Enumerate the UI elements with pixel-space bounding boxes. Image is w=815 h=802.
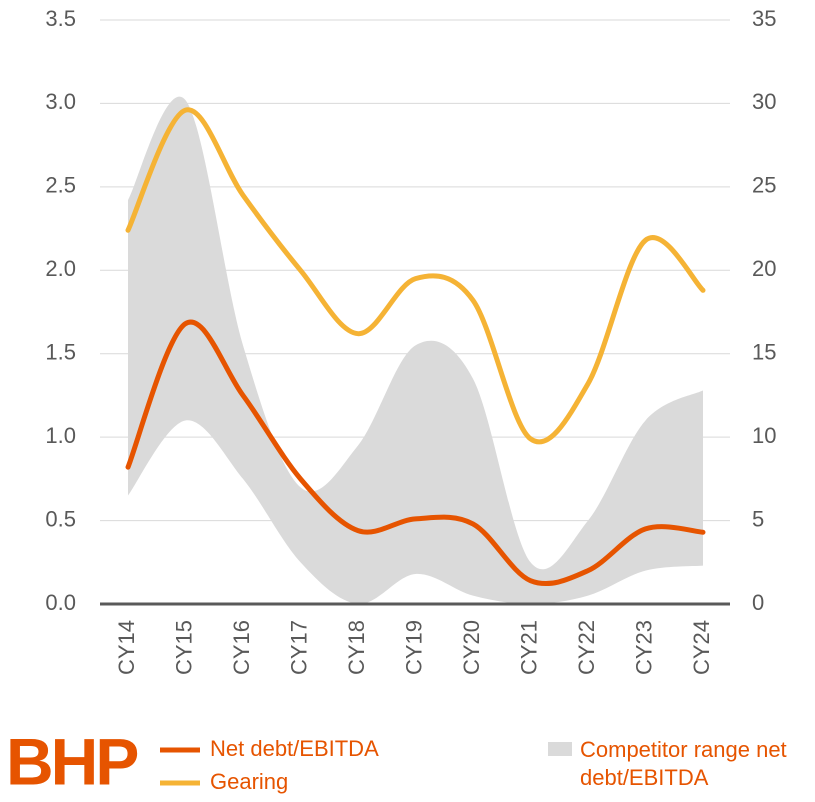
y-tick-label: 1.5 (45, 340, 76, 365)
y2-tick-label: 35 (752, 6, 776, 31)
y2-tick-label: 25 (752, 173, 776, 198)
legend-swatch (548, 742, 572, 756)
legend-label: Net debt/EBITDA (210, 736, 379, 761)
x-tick-label: CY18 (344, 620, 369, 675)
y2-tick-label: 5 (752, 506, 764, 531)
y-tick-label: 2.5 (45, 173, 76, 198)
y-tick-label: 3.5 (45, 6, 76, 31)
x-tick-label: CY17 (286, 620, 311, 675)
legend-label: Gearing (210, 769, 288, 794)
y2-tick-label: 20 (752, 256, 776, 281)
x-tick-label: CY14 (114, 620, 139, 675)
line-series (125, 107, 706, 445)
y2-tick-label: 15 (752, 340, 776, 365)
x-tick-label: CY22 (574, 620, 599, 675)
y-tick-label: 0.0 (45, 590, 76, 615)
range-band (128, 96, 703, 605)
x-tick-label: CY15 (171, 620, 196, 675)
y2-tick-label: 30 (752, 89, 776, 114)
y-tick-label: 3.0 (45, 89, 76, 114)
x-tick-label: CY16 (229, 620, 254, 675)
y-tick-label: 1.0 (45, 423, 76, 448)
y2-tick-label: 10 (752, 423, 776, 448)
x-tick-label: CY23 (631, 620, 656, 675)
x-tick-label: CY24 (689, 620, 714, 675)
line-series (125, 319, 706, 587)
y-tick-label: 2.0 (45, 256, 76, 281)
y-tick-label: 0.5 (45, 506, 76, 531)
x-tick-label: CY20 (459, 620, 484, 675)
y2-tick-label: 0 (752, 590, 764, 615)
logo: BHP (6, 724, 137, 798)
legend-range-label: Competitor range net debt/EBITDA (580, 737, 787, 790)
x-tick-label: CY21 (516, 620, 541, 675)
x-tick-label: CY19 (401, 620, 426, 675)
